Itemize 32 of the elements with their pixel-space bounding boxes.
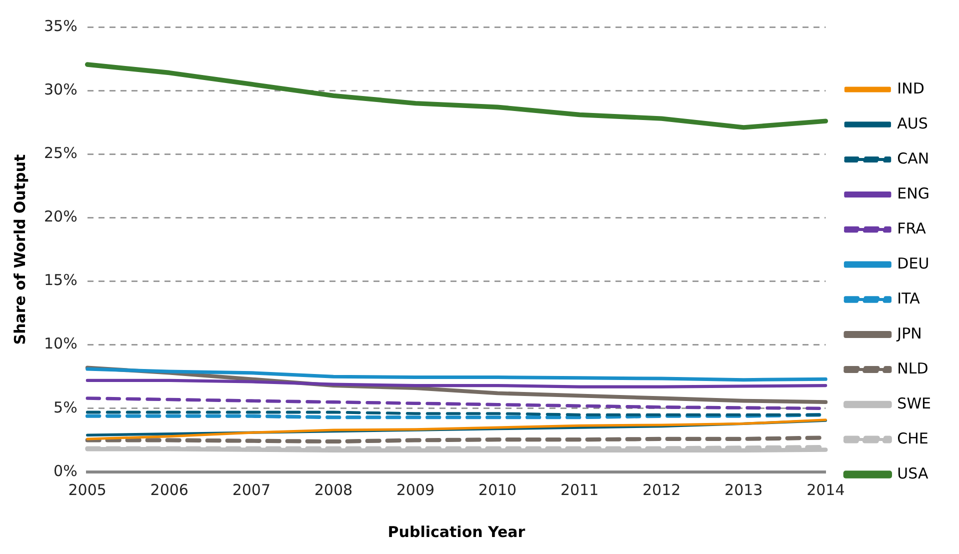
y-tick-label: 0% [54,462,78,480]
y-tick-label: 20% [44,208,78,226]
x-tick-label: 2010 [478,480,517,499]
legend-label: JPN [896,324,922,342]
legend-label: CHE [897,429,928,448]
x-tick-label: 2006 [150,480,188,499]
legend-label: AUS [897,114,928,132]
y-tick-label: 15% [44,271,78,290]
y-tick-label: 35% [44,16,78,35]
legend-label: FRA [897,219,927,238]
legend-label: CAN [897,149,930,168]
x-tick-label: 2005 [68,480,106,499]
legend-label: USA [897,464,929,482]
y-axis-title: Share of World Output [10,154,29,345]
legend-label: ENG [897,184,930,202]
y-tick-label: 30% [44,80,78,98]
x-tick-label: 2007 [232,480,271,499]
legend-label: ITA [897,289,921,308]
legend-label: SWE [897,394,932,412]
x-tick-label: 2009 [396,480,435,499]
x-tick-label: 2011 [560,480,599,499]
x-tick-label: 2013 [724,480,763,499]
x-tick-label: 2012 [642,480,681,499]
legend-label: NLD [897,359,928,378]
legend-label: IND [897,79,924,98]
legend-label: DEU [897,254,930,272]
y-tick-label: 25% [44,144,78,162]
x-axis-title: Publication Year [388,522,526,541]
x-tick-label: 2008 [314,480,353,499]
y-tick-label: 5% [54,398,78,416]
x-tick-label: 2014 [806,480,845,499]
y-tick-label: 10% [44,334,78,353]
